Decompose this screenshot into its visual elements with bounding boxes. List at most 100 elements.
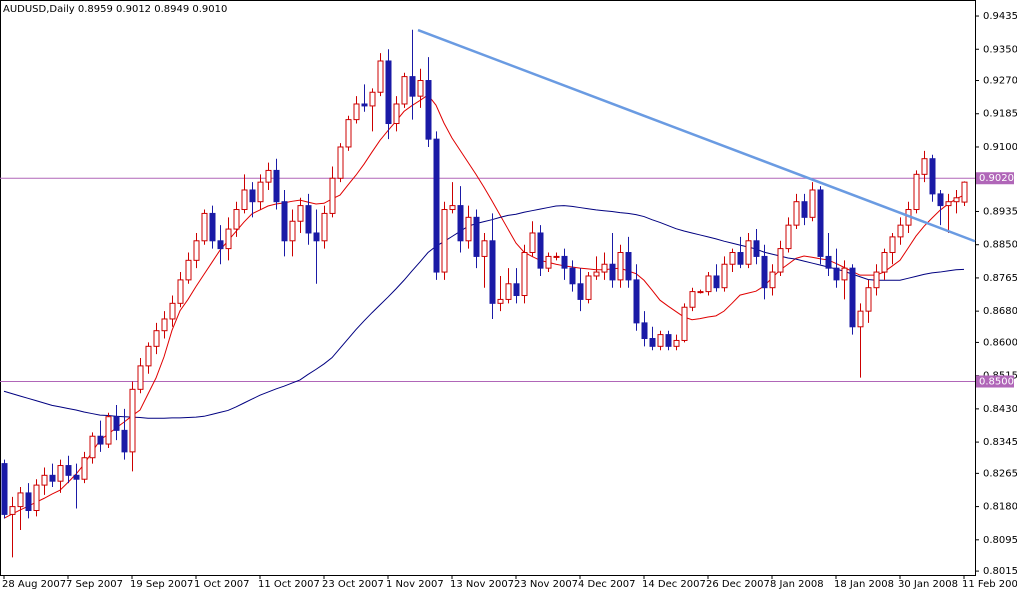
candle-body	[793, 201, 800, 226]
candle-body	[849, 267, 856, 328]
candle-body	[25, 492, 32, 512]
candle-body	[265, 169, 272, 183]
candle-body	[225, 228, 232, 250]
candle-body	[209, 212, 216, 242]
moving-average-line	[3, 94, 965, 519]
price-label-box	[976, 375, 1014, 388]
candle-body	[321, 212, 328, 242]
y-tick-label: 0.8600	[983, 337, 1017, 348]
candle-body	[1, 463, 8, 515]
chart-title: AUDUSD,Daily 0.8959 0.9012 0.8949 0.9010	[3, 4, 227, 15]
x-tick-label: 28 Aug 2007	[2, 579, 66, 590]
candle-body	[393, 103, 400, 125]
candle-body	[553, 255, 560, 258]
candle-body	[633, 279, 640, 324]
candle-body	[385, 60, 392, 125]
candle-body	[17, 492, 24, 508]
moving-average-line	[3, 205, 965, 419]
candle-body	[753, 240, 760, 257]
candle-body	[857, 310, 864, 328]
candle-body	[217, 240, 224, 250]
candle-body	[257, 181, 264, 203]
candle-body	[513, 283, 520, 297]
candle-body	[233, 209, 240, 230]
y-tick-label: 0.9185	[983, 109, 1017, 120]
candle-body	[593, 271, 600, 277]
candle-body	[713, 275, 720, 289]
candle-body	[929, 158, 936, 195]
candle-body	[137, 365, 144, 390]
candle-body	[49, 474, 56, 482]
candle-body	[353, 103, 360, 121]
x-tick-label: 30 Jan 2008	[898, 579, 958, 590]
candle-body	[281, 201, 288, 242]
candle-body	[145, 345, 152, 367]
y-tick-label: 0.8680	[983, 306, 1017, 317]
candle-body	[825, 255, 832, 269]
candle-body	[449, 205, 456, 211]
x-tick-label: 11 Feb 2008	[962, 579, 1017, 590]
x-tick-label: 14 Dec 2007	[642, 579, 706, 590]
candle-body	[729, 252, 736, 265]
candle-body	[169, 302, 176, 320]
candle-body	[249, 189, 256, 203]
candle-body	[585, 275, 592, 300]
candle-body	[529, 232, 536, 254]
candle-body	[73, 474, 80, 480]
candle-body	[777, 248, 784, 273]
x-tick-label: 1 Oct 2007	[194, 579, 249, 590]
candle-body	[881, 252, 888, 273]
y-tick-label: 0.8015	[983, 566, 1017, 577]
y-tick-label: 0.8935	[983, 206, 1017, 217]
candle-body	[425, 80, 432, 140]
candle-body	[305, 205, 312, 234]
candle-body	[761, 255, 768, 289]
y-tick-label: 0.8430	[983, 404, 1017, 415]
candle-body	[177, 279, 184, 304]
candle-body	[297, 205, 304, 222]
candle-body	[737, 252, 744, 265]
plot-layer	[0, 28, 976, 558]
candle-body	[953, 197, 960, 203]
price-label: 0.8500	[979, 377, 1014, 388]
candle-body	[505, 283, 512, 300]
candle-body	[201, 212, 208, 242]
y-tick-label: 0.9100	[983, 142, 1017, 153]
x-tick-label: 23 Nov 2007	[514, 579, 578, 590]
candle-body	[417, 80, 424, 97]
candle-body	[369, 91, 376, 107]
candle-body	[377, 60, 384, 93]
x-tick-label: 7 Sep 2007	[66, 579, 123, 590]
candle-body	[689, 291, 696, 308]
candle-body	[617, 252, 624, 281]
candle-body	[481, 240, 488, 257]
candle-body	[185, 259, 192, 281]
x-tick-label: 26 Dec 2007	[706, 579, 770, 590]
candle-body	[697, 291, 704, 294]
candle-body	[833, 267, 840, 281]
candle-body	[673, 339, 680, 347]
candle-body	[81, 457, 88, 480]
candle-body	[801, 201, 808, 218]
y-tick-label: 0.8765	[983, 273, 1017, 284]
candle-body	[601, 263, 608, 273]
y-tick-label: 0.8095	[983, 535, 1017, 546]
x-tick-label: 1 Nov 2007	[386, 579, 444, 590]
x-tick-label: 13 Nov 2007	[450, 579, 514, 590]
y-tick-label: 0.8265	[983, 468, 1017, 479]
candle-body	[361, 103, 368, 107]
candle-body	[345, 119, 352, 148]
candle-body	[41, 474, 48, 486]
candle-body	[705, 275, 712, 293]
candle-body	[545, 255, 552, 269]
candle-body	[561, 255, 568, 269]
candle-body	[289, 220, 296, 242]
candle-body	[433, 138, 440, 273]
candle-body	[537, 232, 544, 269]
candle-body	[401, 76, 408, 105]
candle-body	[153, 330, 160, 347]
candle-body	[569, 267, 576, 285]
candle-body	[161, 318, 168, 332]
candle-body	[337, 146, 344, 179]
